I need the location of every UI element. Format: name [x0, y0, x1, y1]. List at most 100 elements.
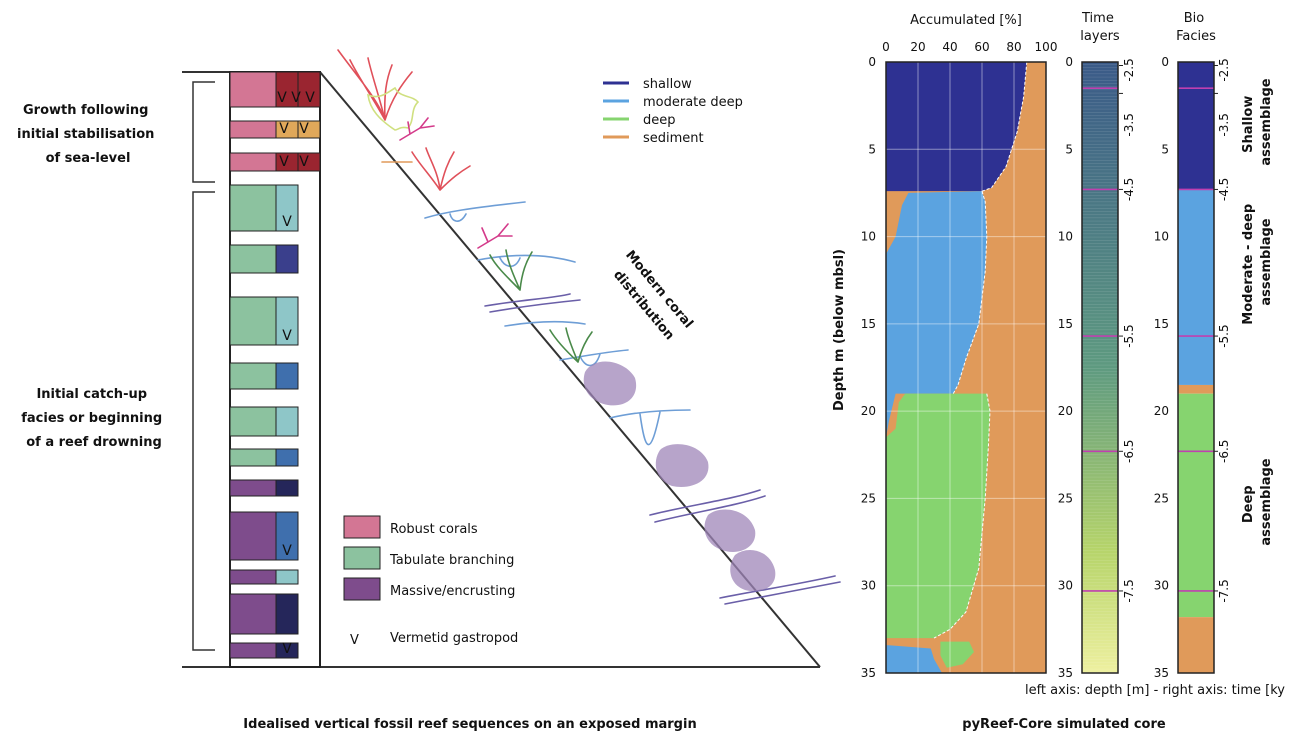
depth-tick-label: 5	[1065, 142, 1073, 156]
legend-swatch-tabulate	[343, 546, 381, 570]
depth-tick-label: 10	[1154, 230, 1169, 244]
bracket-bottom-label: Initial catch-up facies or beginning of …	[21, 387, 166, 450]
time-layers-title: Time layers	[1080, 11, 1120, 44]
moderate-deep-area-bottom	[886, 645, 942, 673]
stratum-facies-12	[275, 593, 299, 635]
depth-tick-label: 0	[1065, 55, 1073, 69]
deep-area	[886, 393, 990, 639]
deep-boundary	[933, 393, 991, 639]
legend-label-sediment: sediment	[643, 131, 704, 146]
left-caption: Idealised vertical fossil reef sequences…	[243, 717, 696, 732]
vermetid-mark: V	[305, 90, 315, 106]
legend-label-moderate: moderate deep	[643, 95, 743, 110]
tabulate-coral-icon	[424, 201, 691, 446]
time-tick-label: -5.5	[1122, 324, 1136, 347]
depth-tick-label: 10	[861, 230, 876, 244]
bio-facies-frame	[1177, 61, 1215, 674]
depth-tick-label: 0	[868, 55, 876, 69]
depth-tick-label: 30	[861, 579, 876, 593]
x-tick-label: 60	[974, 40, 989, 54]
massive-coral-blobs	[583, 361, 776, 592]
moderate-deep-area	[886, 191, 987, 438]
legend-swatch-massive	[343, 577, 381, 601]
depth-tick-label: 5	[1161, 142, 1169, 156]
depth-tick-label: 10	[1058, 230, 1073, 244]
accumulated-x-ticks: 0 20 40 60 80 100	[882, 40, 1057, 54]
stratum-coral-6	[229, 362, 277, 390]
stratum-extra-2	[297, 152, 321, 172]
coral-sketches	[337, 49, 841, 605]
stratum-coral-1	[229, 120, 277, 139]
time-tick-label: -2.5	[1122, 58, 1136, 81]
depth-tick-label: 20	[861, 404, 876, 418]
x-tick-label: 100	[1035, 40, 1058, 54]
time-tick-label: -6.5	[1217, 440, 1231, 463]
legend-label-massive: Massive/encrusting	[390, 584, 515, 599]
stratum-coral-3	[229, 184, 277, 232]
time-tick-label: -4.5	[1217, 178, 1231, 201]
vermetid-mark: V	[279, 154, 289, 170]
facies-label-moderate: Moderate - deep assemblage	[1241, 199, 1274, 324]
bio-facies-depth-ticks: 0 5 10 15 20 25 30 35	[1154, 55, 1169, 680]
stratum-coral-4	[229, 244, 277, 274]
right-caption: pyReef-Core simulated core	[962, 717, 1166, 732]
time-layers-strata	[1082, 62, 1118, 673]
facies-segment-shallow	[1178, 62, 1214, 190]
stratum-facies-9	[275, 479, 299, 497]
accumulated-frame	[885, 61, 1047, 674]
axis-note: left axis: depth [m] - right axis: time …	[1025, 683, 1285, 698]
legend-label-tabulate: Tabulate branching	[389, 553, 514, 568]
depth-tick-label: 35	[861, 666, 876, 680]
stratum-coral-9	[229, 479, 277, 497]
time-tick-label: -4.5	[1122, 178, 1136, 201]
time-tick-label: -3.5	[1217, 113, 1231, 136]
robust-coral-icon	[337, 49, 471, 191]
time-tick-label: -3.5	[1122, 113, 1136, 136]
depth-tick-label: 35	[1154, 666, 1169, 680]
time-layers-frame	[1081, 61, 1119, 674]
encrusting-coral-icon	[484, 293, 841, 605]
depth-tick-label: 15	[1154, 317, 1169, 331]
stratum-coral-0	[229, 71, 277, 108]
time-tick-label: -7.5	[1217, 579, 1231, 602]
facies-segment-sediment	[1178, 617, 1214, 673]
time-layers-time-ticks: -3.5 -2.5 -4.5 -5.5 -6.5 -7.5	[1119, 58, 1136, 603]
vermetid-label: Vermetid gastropod	[390, 631, 518, 646]
vermetid-mark: V	[282, 543, 292, 559]
stratum-extra-0	[297, 71, 321, 108]
vermetid-mark: V	[282, 214, 292, 230]
stratum-coral-8	[229, 448, 277, 467]
bracket-bottom	[192, 191, 215, 651]
stratum-coral-13	[229, 642, 277, 659]
legend-label-robust: Robust corals	[390, 522, 478, 537]
stratum-facies-11	[275, 569, 299, 585]
facies-label-deep: Deep assemblage	[1241, 458, 1274, 545]
depth-tick-label: 30	[1154, 579, 1169, 593]
strata-legend: Robust corals Tabulate branching Massive…	[343, 515, 518, 648]
stratum-coral-11	[229, 569, 277, 585]
stratum-coral-10	[229, 511, 277, 561]
stratum-coral-2	[229, 152, 277, 172]
depth-tick-label: 25	[1154, 491, 1169, 505]
bio-facies-column	[1178, 62, 1214, 673]
depth-tick-label: 20	[1154, 404, 1169, 418]
facies-segment-sediment	[1178, 384, 1214, 394]
simulated-core-panel: Accumulated [%] 0 20 40 60 80 100 05101520253…	[832, 11, 1285, 732]
stratum-facies-13	[275, 642, 299, 659]
depth-tick-label: 15	[1058, 317, 1073, 331]
facies-segment-moderate-deep	[1178, 189, 1214, 385]
facies-segment-deep	[1178, 393, 1214, 618]
vermetid-mark: V	[277, 90, 287, 106]
depth-tick-label: 30	[1058, 579, 1073, 593]
stratum-facies-4	[275, 244, 299, 274]
legend-label-deep: deep	[643, 113, 676, 128]
accumulated-chart	[886, 61, 1046, 673]
pink-coral-icon	[381, 117, 513, 249]
vermetid-mark: V	[291, 90, 301, 106]
time-tick-label: -2.5	[1217, 58, 1231, 81]
depth-tick-label: 5	[868, 142, 876, 156]
x-tick-label: 20	[910, 40, 925, 54]
stratum-extra-1	[297, 120, 321, 139]
